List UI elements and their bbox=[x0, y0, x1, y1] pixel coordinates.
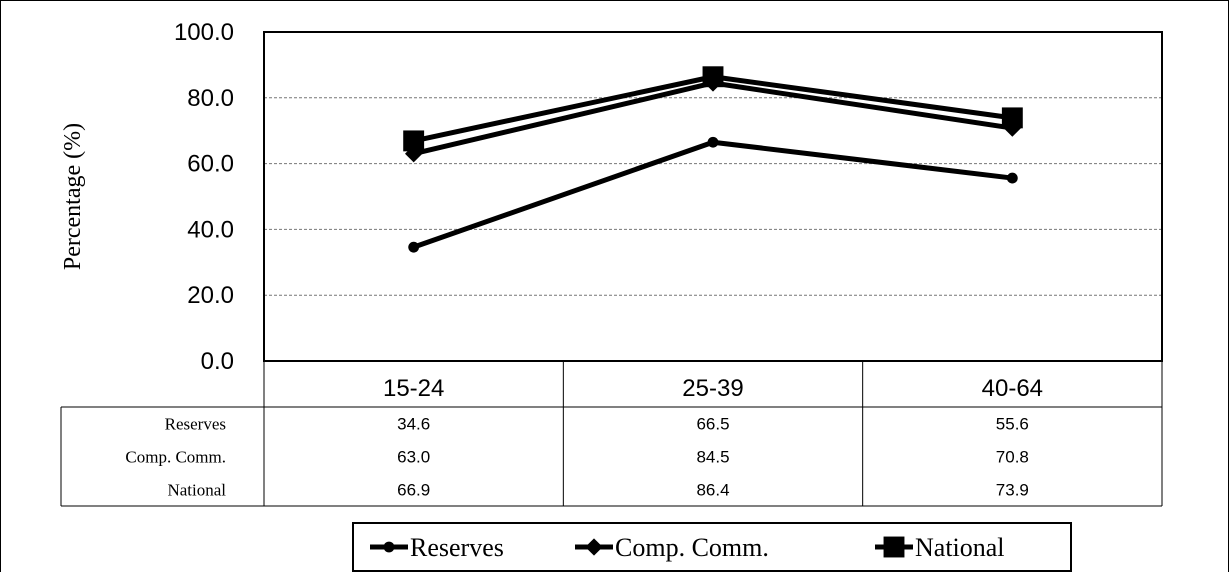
legend-label: Comp. Comm. bbox=[615, 533, 769, 562]
data-label: 34.6 bbox=[397, 415, 430, 434]
y-tick-label: 100.0 bbox=[174, 19, 234, 46]
data-point bbox=[585, 538, 603, 556]
y-tick-label: 20.0 bbox=[187, 282, 234, 309]
data-label: 73.9 bbox=[996, 481, 1029, 500]
data-label: 66.5 bbox=[696, 415, 729, 434]
data-table: 15-24 25-39 40-64 Reserves 34.6 66.5 55.6 Comp.… bbox=[60, 361, 1163, 507]
y-axis-label: Percentage (%) bbox=[60, 123, 86, 270]
gridlines bbox=[264, 97, 1162, 296]
table-row-label: Reserves bbox=[165, 415, 226, 434]
data-label: 84.5 bbox=[696, 448, 729, 467]
legend-label: Reserves bbox=[410, 533, 504, 562]
y-axis-ticks: 0.0 20.0 40.0 60.0 80.0 100.0 bbox=[174, 19, 234, 375]
legend-box bbox=[352, 522, 1072, 572]
legend-label: National bbox=[915, 533, 1005, 562]
series bbox=[404, 74, 1022, 163]
x-tick-label: 25-39 bbox=[682, 375, 743, 402]
data-label: 55.6 bbox=[996, 415, 1029, 434]
series-line bbox=[412, 139, 1013, 250]
data-point bbox=[702, 66, 724, 88]
legend-entry: National bbox=[875, 533, 1005, 562]
x-tick-label: 15-24 bbox=[383, 375, 444, 402]
data-point bbox=[403, 130, 425, 152]
x-tick-label: 40-64 bbox=[982, 375, 1043, 402]
y-tick-label: 80.0 bbox=[187, 85, 234, 112]
series-lines bbox=[403, 66, 1023, 253]
legend: Reserves Comp. Comm. National bbox=[352, 522, 1072, 572]
y-tick-label: 40.0 bbox=[187, 216, 234, 243]
data-point bbox=[383, 541, 395, 553]
data-point bbox=[883, 536, 905, 558]
y-tick-label: 60.0 bbox=[187, 151, 234, 178]
data-label: 86.4 bbox=[696, 481, 729, 500]
legend-entry: Reserves bbox=[370, 533, 504, 562]
series bbox=[408, 136, 1018, 253]
data-label: 63.0 bbox=[397, 448, 430, 467]
data-label: 70.8 bbox=[996, 448, 1029, 467]
data-point bbox=[408, 241, 420, 253]
data-point bbox=[1006, 172, 1018, 184]
legend-entry: Comp. Comm. bbox=[575, 533, 769, 562]
y-tick-label: 0.0 bbox=[201, 348, 234, 375]
plot-area bbox=[263, 31, 1163, 362]
table-row-label: National bbox=[167, 481, 226, 500]
data-point bbox=[707, 136, 719, 148]
data-point bbox=[1001, 107, 1023, 129]
series bbox=[403, 66, 1023, 152]
table-row-label: Comp. Comm. bbox=[125, 448, 226, 467]
data-label: 66.9 bbox=[397, 481, 430, 500]
